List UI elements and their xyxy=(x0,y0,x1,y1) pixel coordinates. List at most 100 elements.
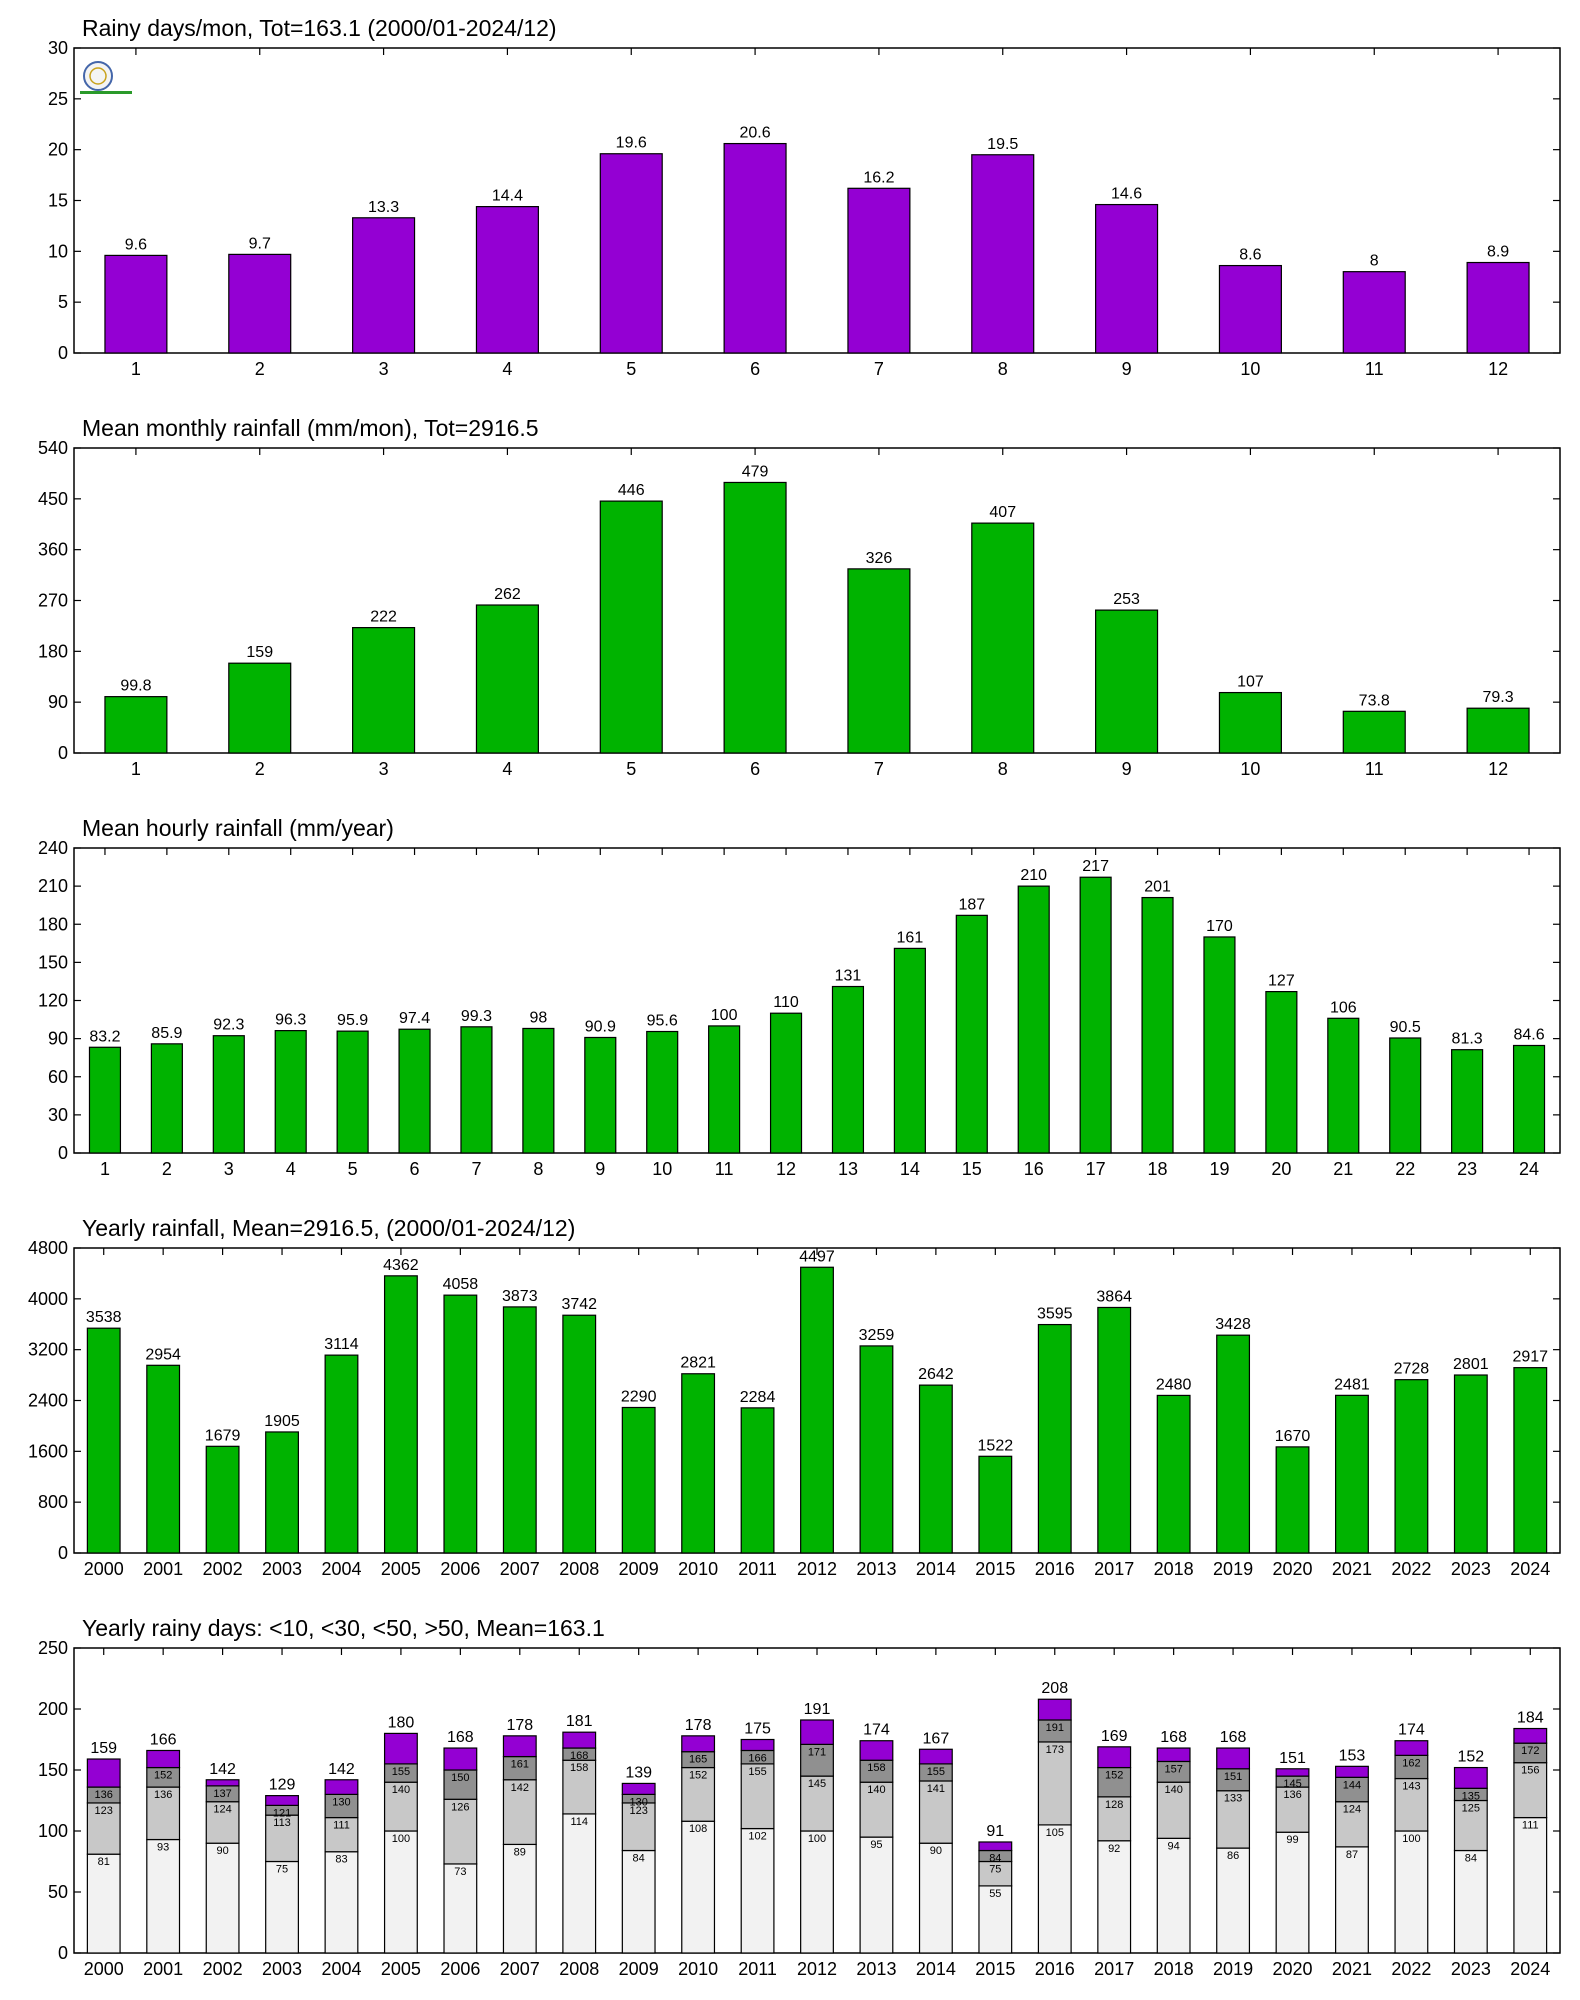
bar xyxy=(1453,1374,1488,1554)
segment-label-lt50: 152 xyxy=(1105,1770,1123,1782)
bar xyxy=(228,662,292,754)
bar-value-label: 3428 xyxy=(1215,1316,1251,1333)
bar-total-label: 181 xyxy=(566,1713,593,1730)
bar-segment-gt50 xyxy=(146,1749,181,1769)
bar-segment-gt50 xyxy=(502,1735,537,1758)
x-tick-label: 8 xyxy=(533,1159,543,1179)
segment-label-lt10: 108 xyxy=(689,1823,707,1835)
bar-total-label: 168 xyxy=(1160,1729,1187,1746)
bar-segment-lt10 xyxy=(205,1842,240,1954)
bar xyxy=(621,1406,656,1554)
x-tick-label: 2017 xyxy=(1094,1959,1134,1979)
y-tick-label: 270 xyxy=(38,591,68,611)
chart-title: Yearly rainy days: <10, <30, <50, >50, M… xyxy=(82,1615,605,1641)
panel-yearly-rainy-days: Yearly rainy days: <10, <30, <50, >50, M… xyxy=(38,1615,1561,1979)
bar xyxy=(352,217,416,354)
x-tick-label: 6 xyxy=(750,759,760,779)
y-tick-label: 180 xyxy=(38,641,68,661)
segment-label-lt30: 155 xyxy=(748,1766,766,1778)
bar-segment-lt10 xyxy=(978,1885,1013,1954)
bar-segment-lt30 xyxy=(918,1780,953,1844)
bar-value-label: 16.2 xyxy=(863,169,894,186)
x-tick-label: 2000 xyxy=(84,1559,124,1579)
x-tick-label: 2022 xyxy=(1391,1959,1431,1979)
segment-label-lt30: 158 xyxy=(570,1762,588,1774)
segment-label-lt10: 90 xyxy=(216,1845,228,1857)
x-tick-label: 2002 xyxy=(203,1559,243,1579)
bar-total-label: 139 xyxy=(625,1764,652,1781)
x-tick-label: 12 xyxy=(1488,759,1508,779)
bar-value-label: 79.3 xyxy=(1483,689,1514,706)
segment-label-lt10: 114 xyxy=(570,1816,588,1828)
bar-segment-lt30 xyxy=(562,1759,597,1815)
bar-total-label: 184 xyxy=(1517,1710,1544,1727)
bar-value-label: 81.3 xyxy=(1452,1031,1483,1048)
segment-label-lt50: 150 xyxy=(451,1772,469,1784)
y-tick-label: 120 xyxy=(38,991,68,1011)
bar-value-label: 84.6 xyxy=(1513,1026,1544,1043)
bar-segment-gt50 xyxy=(978,1841,1013,1852)
bar-total-label: 178 xyxy=(685,1717,712,1734)
bar-segment-gt50 xyxy=(1275,1768,1310,1777)
x-tick-label: 2009 xyxy=(619,1959,659,1979)
bar xyxy=(475,604,539,754)
bar-value-label: 3259 xyxy=(859,1327,895,1344)
x-tick-label: 1 xyxy=(100,1159,110,1179)
x-tick-label: 15 xyxy=(962,1159,982,1179)
segment-label-lt50: 130 xyxy=(332,1796,350,1808)
bar-segment-lt10 xyxy=(681,1820,716,1954)
segment-label-lt30: 141 xyxy=(927,1783,945,1795)
bar-value-label: 8.6 xyxy=(1239,247,1261,264)
segment-label-lt30: 128 xyxy=(1105,1799,1123,1811)
x-tick-label: 2020 xyxy=(1272,1559,1312,1579)
x-tick-label: 2019 xyxy=(1213,1559,1253,1579)
bar-value-label: 9.6 xyxy=(125,236,147,253)
segment-label-lt50: 152 xyxy=(154,1770,172,1782)
bar xyxy=(646,1030,679,1154)
bar xyxy=(978,1455,1013,1554)
bar-segment-lt30 xyxy=(1097,1796,1132,1842)
x-tick-label: 2019 xyxy=(1213,1959,1253,1979)
bar-value-label: 19.6 xyxy=(616,135,647,152)
bar xyxy=(86,1327,121,1554)
x-tick-label: 12 xyxy=(776,1159,796,1179)
panel-rainy-days-per-month: Rainy days/mon, Tot=163.1 (2000/01-2024/… xyxy=(48,15,1561,379)
bar-segment-lt30 xyxy=(1513,1762,1548,1819)
bar-value-label: 4058 xyxy=(443,1276,479,1293)
bar xyxy=(1451,1049,1484,1154)
segment-label-lt10: 73 xyxy=(454,1866,466,1878)
bar-value-label: 14.6 xyxy=(1111,186,1142,203)
segment-label-lt10: 100 xyxy=(392,1833,410,1845)
bar xyxy=(352,627,416,754)
bar-value-label: 127 xyxy=(1268,973,1295,990)
segment-label-lt50: 130 xyxy=(630,1796,648,1808)
x-tick-label: 2018 xyxy=(1154,1959,1194,1979)
bar xyxy=(104,696,168,754)
bar-total-label: 91 xyxy=(986,1823,1004,1840)
bar-total-label: 142 xyxy=(209,1761,236,1778)
x-tick-label: 2021 xyxy=(1332,1959,1372,1979)
x-tick-label: 7 xyxy=(471,1159,481,1179)
bar xyxy=(1218,264,1282,354)
y-tick-label: 90 xyxy=(48,692,68,712)
chart-title: Yearly rainfall, Mean=2916.5, (2000/01-2… xyxy=(82,1215,575,1241)
segment-label-lt50: 136 xyxy=(95,1789,113,1801)
bar-value-label: 13.3 xyxy=(368,199,399,216)
segment-label-lt30: 142 xyxy=(511,1782,529,1794)
segment-label-lt50: 165 xyxy=(689,1754,707,1766)
y-tick-label: 4800 xyxy=(28,1238,68,1258)
bar xyxy=(681,1373,716,1554)
x-tick-label: 2013 xyxy=(856,1559,896,1579)
bar-segment-lt30 xyxy=(978,1860,1013,1887)
x-tick-label: 2003 xyxy=(262,1959,302,1979)
chart-title: Rainy days/mon, Tot=163.1 (2000/01-2024/… xyxy=(82,15,557,41)
y-tick-label: 3200 xyxy=(28,1340,68,1360)
x-tick-label: 2015 xyxy=(975,1559,1015,1579)
bar xyxy=(502,1306,537,1554)
bar-value-label: 131 xyxy=(835,968,862,985)
bar-value-label: 479 xyxy=(742,463,769,480)
x-tick-label: 12 xyxy=(1488,359,1508,379)
bar-total-label: 159 xyxy=(90,1740,117,1757)
x-tick-label: 23 xyxy=(1457,1159,1477,1179)
